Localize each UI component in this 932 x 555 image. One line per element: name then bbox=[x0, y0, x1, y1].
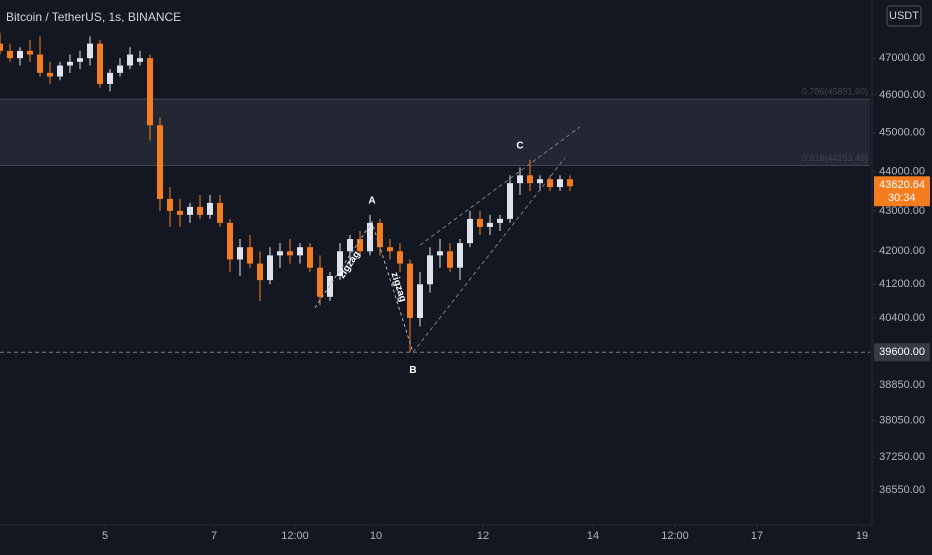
x-tick-label: 19 bbox=[856, 530, 868, 542]
candle-body bbox=[277, 251, 283, 256]
candle-body bbox=[447, 251, 453, 268]
fib-label: 0.786(45891.60) bbox=[802, 87, 868, 97]
candle-body bbox=[417, 284, 423, 318]
candle-body bbox=[437, 251, 443, 256]
last-price: 43620.64 bbox=[879, 179, 925, 191]
candle-body bbox=[287, 251, 293, 256]
candle-body bbox=[37, 54, 43, 73]
candle-body bbox=[477, 218, 483, 227]
candle-body bbox=[87, 43, 93, 59]
candle-body bbox=[17, 50, 23, 59]
candle-body bbox=[77, 58, 83, 62]
last-price-box bbox=[874, 176, 930, 207]
candle-body bbox=[497, 218, 503, 223]
candle-body bbox=[357, 239, 363, 252]
candle-body bbox=[297, 247, 303, 256]
channel-line bbox=[412, 157, 566, 353]
candle-body bbox=[117, 65, 123, 73]
candle-body bbox=[97, 43, 103, 84]
fib-zone bbox=[0, 99, 870, 166]
candle-body bbox=[327, 275, 333, 297]
candle-body bbox=[167, 198, 173, 211]
candle-body bbox=[147, 58, 153, 126]
candle-body bbox=[387, 247, 393, 252]
candle-body bbox=[237, 247, 243, 260]
candle-body bbox=[547, 179, 553, 188]
candle-body bbox=[367, 222, 373, 252]
fib-label: 0.618(44153.49) bbox=[802, 153, 868, 163]
candle-body bbox=[397, 251, 403, 264]
candle-body bbox=[57, 65, 63, 77]
x-tick-label: 5 bbox=[102, 530, 108, 542]
candle-body bbox=[537, 179, 543, 184]
y-tick-label: 44000.00 bbox=[879, 165, 925, 177]
hline-label: 39600.00 bbox=[879, 346, 925, 358]
candle-body bbox=[467, 218, 473, 244]
candle-body bbox=[267, 255, 273, 281]
candle-body bbox=[0, 43, 3, 51]
zigzag-line bbox=[314, 220, 414, 353]
candle-body bbox=[517, 175, 523, 184]
candle-body bbox=[127, 54, 133, 66]
y-tick-label: 47000.00 bbox=[879, 52, 925, 64]
y-tick-label: 42000.00 bbox=[879, 245, 925, 257]
candle-body bbox=[27, 50, 33, 55]
x-tick-label: 7 bbox=[211, 530, 217, 542]
currency-badge[interactable] bbox=[886, 5, 922, 27]
pivot-label: B bbox=[409, 365, 416, 376]
candle-body bbox=[47, 72, 53, 77]
currency-label[interactable]: USDT bbox=[889, 10, 919, 22]
chart-title: Bitcoin / TetherUS, 1s, BINANCE bbox=[6, 10, 181, 24]
countdown: 30:34 bbox=[888, 192, 916, 204]
x-tick-label: 12 bbox=[477, 530, 489, 542]
candle-body bbox=[557, 179, 563, 188]
y-tick-label: 40400.00 bbox=[879, 312, 925, 324]
y-tick-label: 38850.00 bbox=[879, 379, 925, 391]
candle-body bbox=[377, 222, 383, 248]
candle-body bbox=[507, 183, 513, 219]
y-tick-label: 37250.00 bbox=[879, 451, 925, 463]
channel-line bbox=[419, 126, 581, 246]
candle-body bbox=[197, 206, 203, 215]
x-tick-label: 12:00 bbox=[661, 530, 689, 542]
candle-body bbox=[157, 125, 163, 199]
x-tick-label: 10 bbox=[370, 530, 382, 542]
hline-label-box bbox=[874, 343, 930, 362]
x-tick-label: 12:00 bbox=[281, 530, 309, 542]
pivot-label: A bbox=[368, 196, 375, 207]
candle-body bbox=[257, 263, 263, 281]
candle-body bbox=[207, 202, 213, 215]
candle-body bbox=[177, 210, 183, 215]
candle-body bbox=[107, 72, 113, 84]
candle-body bbox=[527, 175, 533, 184]
candle-body bbox=[227, 222, 233, 260]
y-tick-label: 41200.00 bbox=[879, 278, 925, 290]
candle-body bbox=[7, 50, 13, 59]
candle-body bbox=[247, 247, 253, 264]
plot: 0.786(45891.60) 0.618(44153.49) 47000.00 46… bbox=[0, 32, 930, 542]
candle-body bbox=[137, 58, 143, 62]
candle-body bbox=[307, 247, 313, 268]
y-tick-label: 46000.00 bbox=[879, 89, 925, 101]
candle-body bbox=[217, 202, 223, 223]
candle-body bbox=[487, 222, 493, 227]
candle-body bbox=[567, 179, 573, 187]
candle-body bbox=[427, 255, 433, 285]
y-tick-label: 43000.00 bbox=[879, 205, 925, 217]
candle-body bbox=[457, 243, 463, 268]
candle-body bbox=[407, 263, 413, 318]
y-tick-label: 45000.00 bbox=[879, 127, 925, 139]
pivot-label: C bbox=[516, 140, 523, 151]
y-tick-label: 38050.00 bbox=[879, 415, 925, 427]
x-tick-label: 14 bbox=[587, 530, 599, 542]
candle-body bbox=[317, 267, 323, 297]
x-tick-label: 17 bbox=[751, 530, 763, 542]
candle-body bbox=[187, 206, 193, 215]
candle-body bbox=[337, 251, 343, 276]
candle-body bbox=[67, 61, 73, 66]
candle-body bbox=[347, 239, 353, 252]
y-tick-label: 36550.00 bbox=[879, 484, 925, 496]
